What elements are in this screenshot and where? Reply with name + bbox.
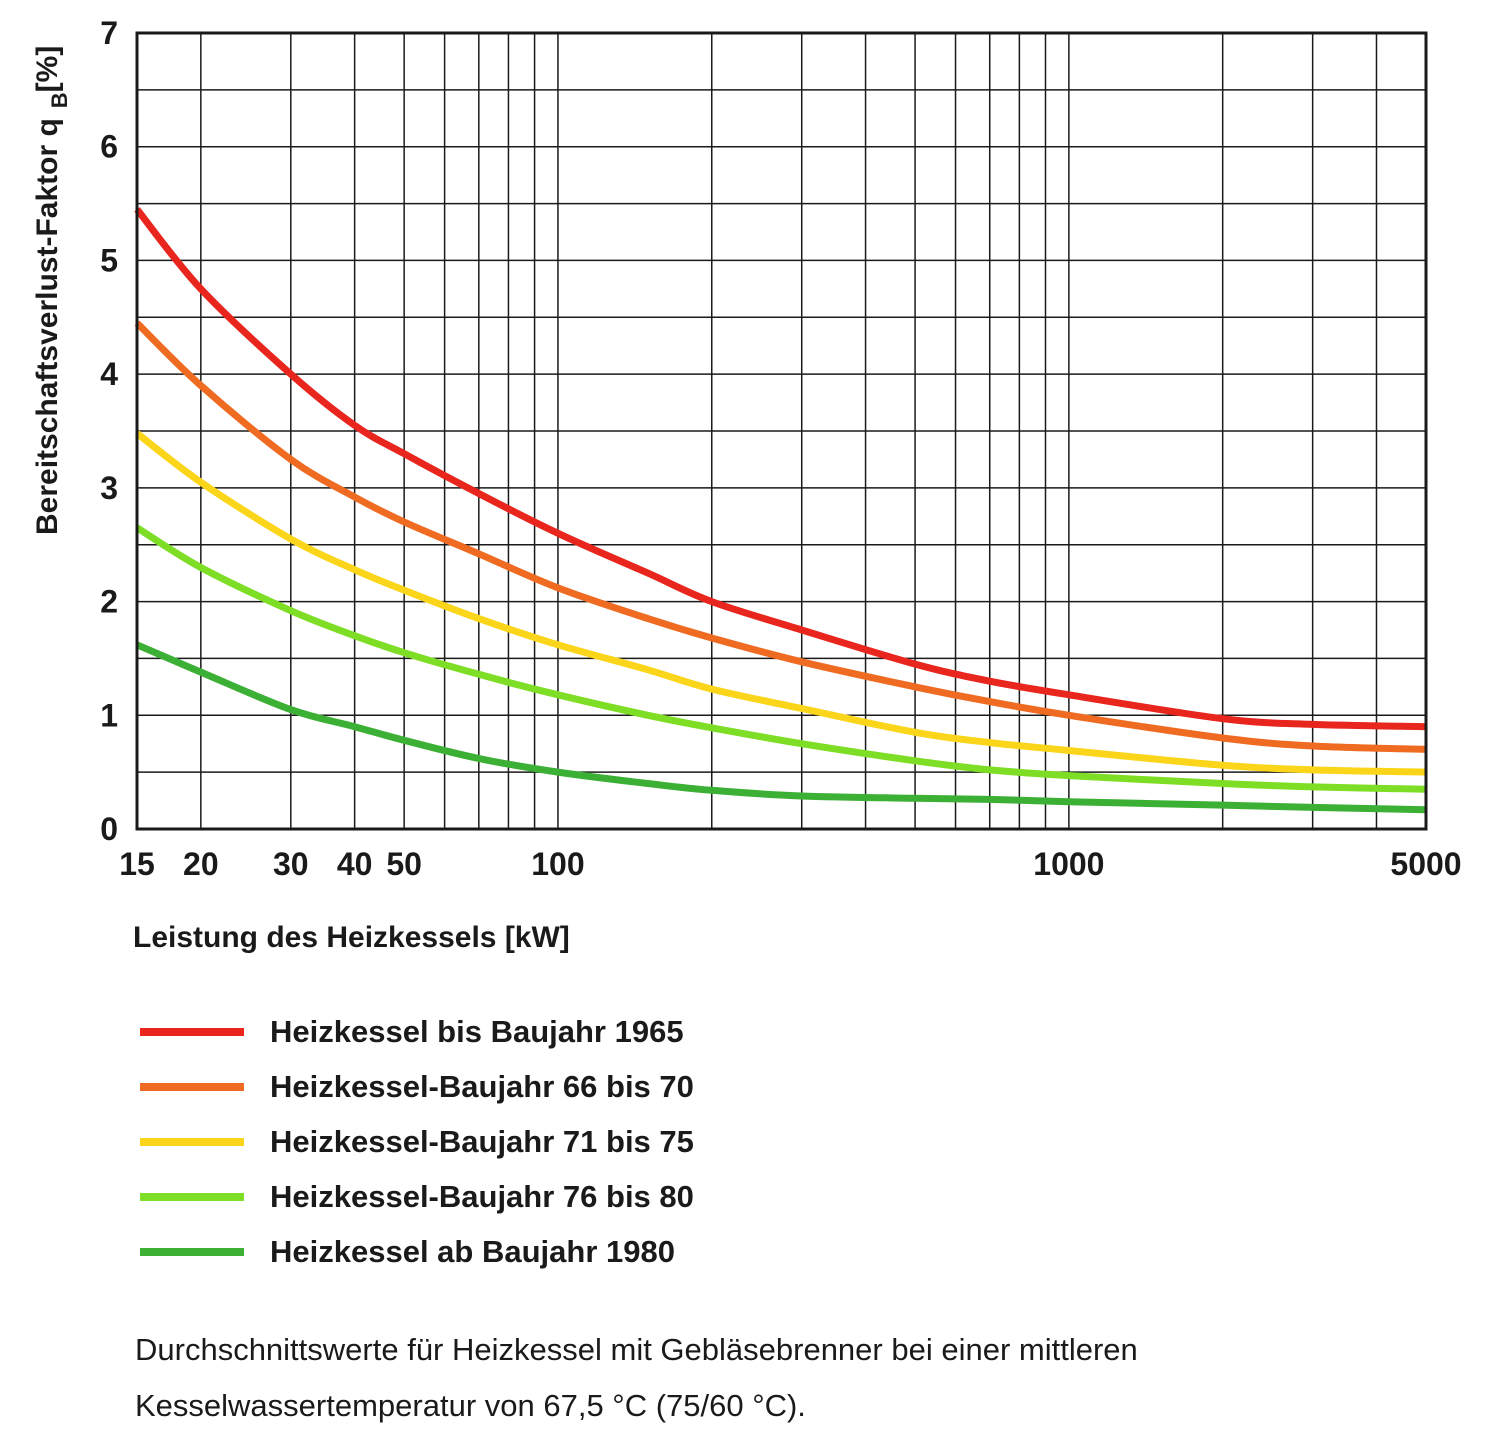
- legend-swatch: [140, 1192, 244, 1201]
- x-axis-ticks: 15 20 30 40 50 100 1000 5000: [119, 846, 1461, 882]
- x-tick-label: 20: [183, 846, 219, 882]
- series-line: [134, 430, 1427, 776]
- legend-label: Heizkessel-Baujahr 71 bis 75: [270, 1123, 694, 1159]
- x-tick-label: 1000: [1033, 846, 1104, 882]
- x-tick-label: 30: [273, 846, 309, 882]
- legend-label: Heizkessel bis Baujahr 1965: [270, 1013, 684, 1049]
- y-tick-label: 4: [100, 356, 118, 392]
- y-axis-title: Bereitschaftsverlust-Faktor qB[%]: [31, 46, 72, 535]
- legend-swatch: [140, 1027, 244, 1036]
- x-axis-title: Leistung des Heizkessels [kW]: [133, 921, 570, 954]
- grid: [137, 33, 1426, 829]
- y-tick-label: 0: [100, 811, 118, 847]
- y-tick-label: 3: [100, 470, 118, 506]
- footnote: Durchschnittswerte für Heizkessel mit Ge…: [135, 1322, 1475, 1434]
- legend: Heizkessel bis Baujahr 1965 Heizkessel-B…: [140, 1004, 694, 1279]
- y-tick-label: 5: [100, 242, 118, 278]
- y-tick-label: 1: [100, 697, 118, 733]
- legend-label: Heizkessel-Baujahr 76 bis 80: [270, 1178, 694, 1214]
- legend-swatch: [140, 1082, 244, 1091]
- y-axis-title-text: Bereitschaftsverlust-Faktor qB[%]: [31, 46, 72, 535]
- x-tick-label: 5000: [1390, 846, 1461, 882]
- series-lines: [134, 207, 1427, 814]
- legend-label: Heizkessel ab Baujahr 1980: [270, 1233, 675, 1269]
- footnote-line-2: Kesselwassertemperatur von 67,5 °C (75/6…: [135, 1388, 806, 1423]
- legend-item: Heizkessel-Baujahr 76 bis 80: [140, 1169, 694, 1224]
- legend-swatch: [140, 1137, 244, 1146]
- footnote-line-1: Durchschnittswerte für Heizkessel mit Ge…: [135, 1332, 1138, 1367]
- series-line: [134, 207, 1427, 731]
- x-tick-label: 15: [119, 846, 155, 882]
- legend-label: Heizkessel-Baujahr 66 bis 70: [270, 1068, 694, 1104]
- series-line: [134, 320, 1427, 753]
- y-tick-label: 6: [100, 129, 118, 165]
- y-tick-label: 2: [100, 584, 118, 620]
- x-tick-label: 50: [386, 846, 422, 882]
- x-tick-label: 40: [337, 846, 373, 882]
- plot-frame: [135, 31, 1428, 831]
- chart: 0 1 2 3 4 5 6 7 15 20 30 40 50 100 1000 5000 Bereitsch…: [31, 15, 1462, 954]
- legend-item: Heizkessel-Baujahr 66 bis 70: [140, 1059, 694, 1114]
- y-axis-ticks: 0 1 2 3 4 5 6 7: [100, 15, 118, 847]
- legend-item: Heizkessel-Baujahr 71 bis 75: [140, 1114, 694, 1169]
- legend-item: Heizkessel bis Baujahr 1965: [140, 1004, 694, 1059]
- series-line: [135, 524, 1427, 793]
- y-tick-label: 7: [100, 15, 118, 51]
- legend-item: Heizkessel ab Baujahr 1980: [140, 1224, 694, 1279]
- x-tick-label: 100: [531, 846, 584, 882]
- legend-swatch: [140, 1247, 244, 1256]
- series-line: [135, 641, 1427, 814]
